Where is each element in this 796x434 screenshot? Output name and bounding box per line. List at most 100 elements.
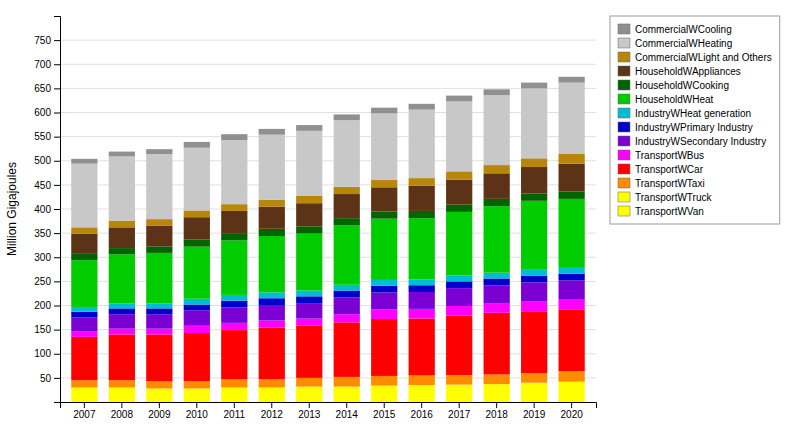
bar [184,299,210,305]
bar [446,375,472,385]
bar [559,199,585,268]
bar [334,218,360,225]
bar [146,247,172,253]
bar [184,148,210,211]
bar [221,211,247,233]
bar [371,309,397,319]
legend-item: IndustryWPrimary Industry [618,122,753,133]
tick-mark [54,113,60,114]
bar [334,297,360,314]
bar [409,218,435,279]
legend-label: TransportWTruck [635,192,712,203]
legend-item: HouseholdWHeat [618,94,714,105]
bar [146,253,172,304]
grid-line [60,329,596,330]
bar [296,291,322,297]
tick: 2008 [111,402,134,420]
bar [484,95,510,165]
bar [521,373,547,383]
bar [71,254,97,260]
tick-label: 400 [34,204,51,215]
legend: CommercialWCoolingCommercialWHeatingComm… [610,16,780,224]
bar [484,313,510,375]
tick-label: 2017 [448,409,471,420]
tick: 2018 [486,402,509,420]
bar [109,254,135,303]
tick-label: 650 [34,83,51,94]
bar [184,326,210,333]
bar [184,381,210,388]
legend-swatch [618,192,630,202]
bar [446,306,472,316]
bar [521,270,547,276]
bar [259,328,285,380]
legend-swatch [618,80,630,90]
tick-mark [534,402,535,408]
tick-mark [54,257,60,258]
tick: 450 [34,180,60,191]
bar [409,110,435,179]
bar [446,212,472,276]
bar [71,318,97,332]
tick-mark [234,402,235,408]
legend-item: TransportWVan [618,206,704,217]
bar [446,281,472,288]
legend-label: HouseholdWAppliances [635,66,741,77]
bar [146,154,172,219]
legend-item: HouseholdWCooking [618,80,729,91]
grid-line [60,209,596,210]
bar [146,219,172,226]
bar [334,194,360,218]
legend-item: TransportWBus [618,150,704,161]
bar [559,77,585,83]
tick-mark [384,402,385,408]
tick: 2007 [73,402,96,420]
tick: 750 [34,35,60,46]
bar [559,309,585,371]
bar [296,387,322,401]
tick-mark [121,402,122,408]
bar [259,200,285,207]
legend-label: IndustryWPrimary Industry [635,122,753,133]
x-axis: 2007200820092010201120122013201420152016… [61,402,597,420]
bar [484,278,510,285]
tick: 2016 [411,402,434,420]
bar [559,83,585,154]
bar [334,387,360,401]
bar [446,276,472,282]
bar [296,303,322,318]
legend-swatch [618,150,630,160]
bar [221,330,247,379]
y-axis-title: Million Gigajoules [5,162,19,256]
grid-line [60,88,596,89]
tick: 650 [34,83,60,94]
tick-label: 2007 [73,409,96,420]
bar [409,319,435,376]
bar [259,320,285,327]
bar [409,285,435,292]
tick-label: 2020 [561,409,584,420]
bar [559,280,585,299]
legend-frame [610,16,780,224]
grid-line [60,64,596,65]
bar [484,374,510,384]
bar [221,233,247,240]
legend-item: IndustryWSecondary Industry [618,136,766,147]
bars [71,77,585,402]
tick: 50 [40,373,60,384]
axis-line [54,17,61,403]
bar [259,379,285,387]
tick-label: 750 [34,35,51,46]
tick-label: 2016 [411,409,434,420]
bar [371,376,397,386]
tick-label: 100 [34,348,51,359]
tick: 700 [34,59,60,70]
bar [146,329,172,335]
tick-mark [54,88,60,89]
legend-label: TransportWCar [635,164,704,175]
bar [484,206,510,273]
bar [484,173,510,199]
bar [221,388,247,402]
legend-item: TransportWTruck [618,192,712,203]
bar [484,165,510,173]
